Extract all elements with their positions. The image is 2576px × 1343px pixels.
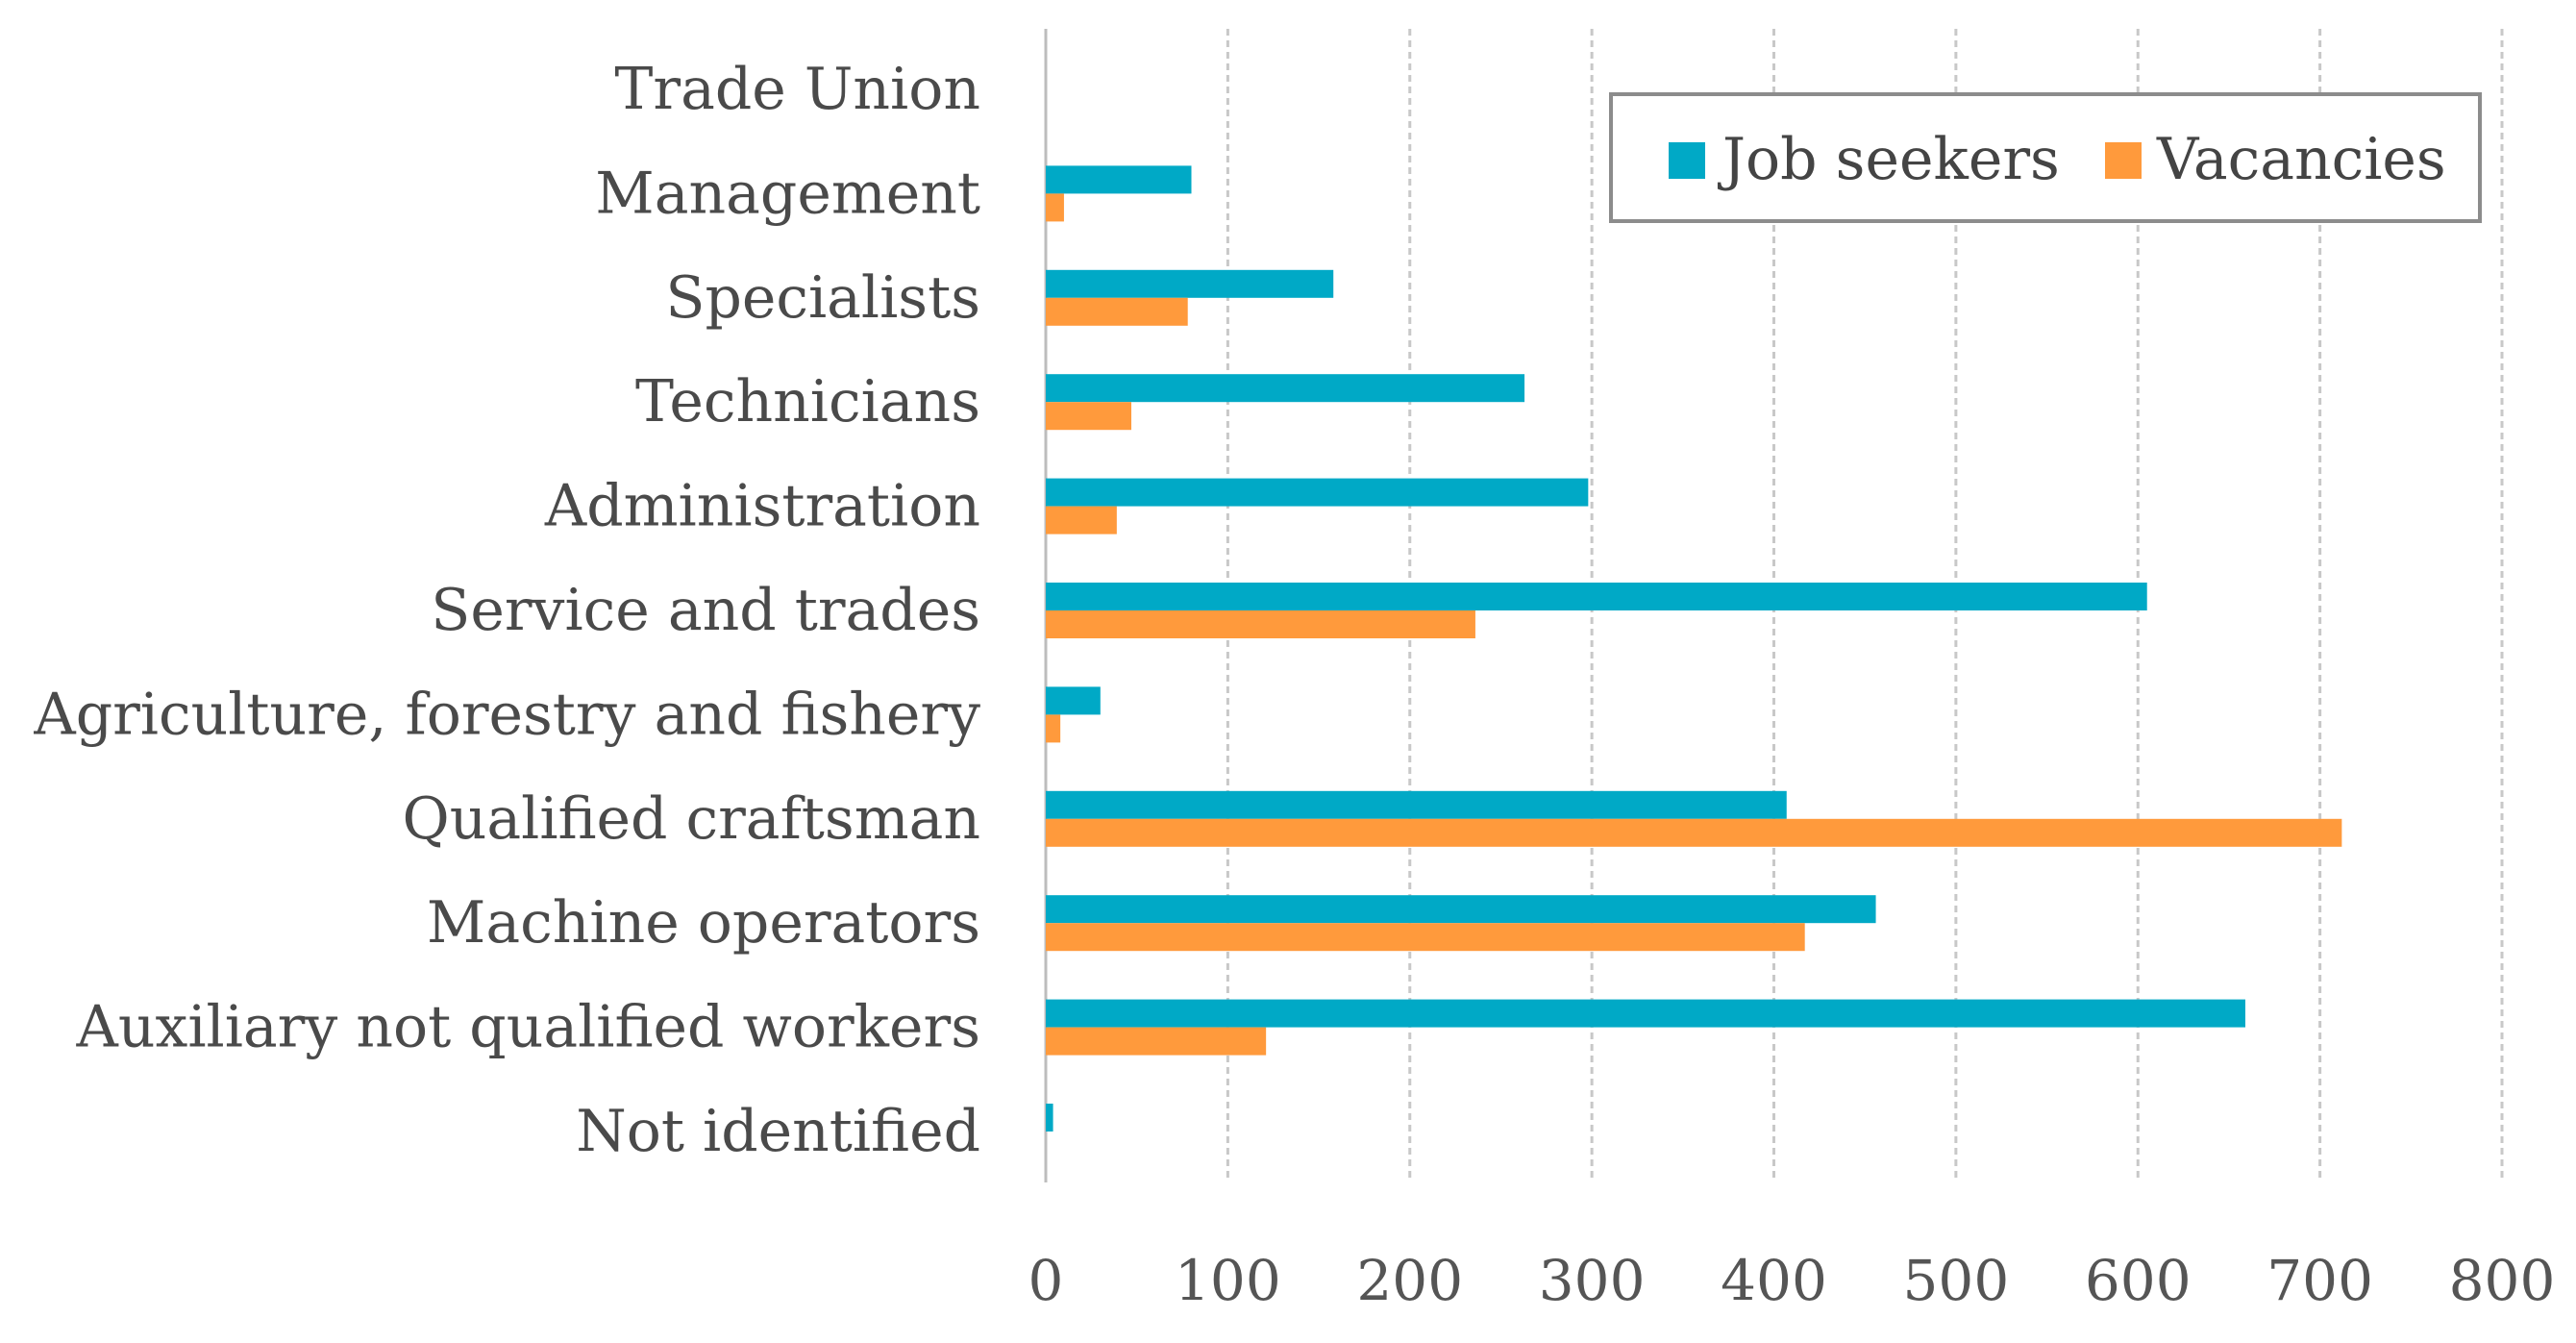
bar-job-seekers-service-and-trades: [1046, 583, 2147, 610]
category-label-management: Management: [595, 160, 980, 227]
legend-swatch-job-seekers: [1669, 142, 1705, 179]
legend-swatch-vacancies: [2105, 142, 2142, 179]
category-label-not-identified: Not identified: [576, 1098, 980, 1165]
category-label-machine-operators: Machine operators: [427, 889, 980, 957]
x-tick-labels: 0 100 200 300 400 500 600 700 800: [1028, 1248, 2556, 1313]
category-label-administration: Administration: [544, 473, 980, 540]
bar-job-seekers-management: [1046, 165, 1192, 194]
bar-job-seekers-agriculture-forestry-and-fishery: [1046, 686, 1101, 715]
bar-vacancies-technicians: [1046, 402, 1132, 431]
legend: Job seekers Vacancies: [1609, 92, 2482, 223]
bar-vacancies-machine-operators: [1046, 923, 1805, 952]
x-tick-label-600: 600: [2085, 1248, 2192, 1313]
category-label-technicians: Technicians: [635, 368, 980, 435]
category-label-auxiliary-not-qualified-workers: Auxiliary not qualified workers: [76, 994, 980, 1061]
bar-vacancies-management: [1046, 193, 1064, 222]
bar-vacancies-qualified-craftsman: [1046, 818, 2342, 847]
category-labels: Trade Union Management Specialists Technici…: [33, 56, 980, 1165]
bar-job-seekers-technicians: [1046, 374, 1525, 403]
bar-vacancies-auxiliary-not-qualified-workers: [1046, 1027, 1267, 1056]
bar-job-seekers-specialists: [1046, 269, 1334, 298]
legend-box: [1609, 92, 2482, 223]
category-label-agriculture-forestry-and-fishery: Agriculture, forestry and fishery: [33, 681, 980, 748]
x-tick-label-400: 400: [1721, 1248, 1827, 1313]
x-tick-label-300: 300: [1539, 1248, 1646, 1313]
bar-job-seekers-administration: [1046, 478, 1589, 507]
bar-vacancies-specialists: [1046, 297, 1188, 326]
bar-job-seekers-machine-operators: [1046, 895, 1876, 924]
bar-vacancies-administration: [1046, 506, 1117, 535]
x-tick-label-500: 500: [1903, 1248, 2010, 1313]
category-label-qualified-craftsman: Qualified craftsman: [403, 785, 980, 853]
x-tick-label-800: 800: [2449, 1248, 2556, 1313]
x-tick-label-0: 0: [1028, 1248, 1064, 1313]
category-label-specialists: Specialists: [665, 264, 980, 332]
bar-job-seekers-qualified-craftsman: [1046, 790, 1787, 819]
category-label-service-and-trades: Service and trades: [431, 577, 980, 644]
legend-label-vacancies: Vacancies: [2156, 126, 2446, 193]
bar-layer: [1046, 165, 2342, 1132]
bar-vacancies-service-and-trades: [1046, 610, 1475, 638]
bar-job-seekers-auxiliary-not-qualified-workers: [1046, 999, 2245, 1028]
x-tick-label-200: 200: [1356, 1248, 1463, 1313]
x-tick-label-700: 700: [2266, 1248, 2373, 1313]
legend-label-job-seekers: Job seekers: [1717, 126, 2060, 193]
category-label-trade-union: Trade Union: [614, 56, 980, 123]
bar-vacancies-agriculture-forestry-and-fishery: [1046, 714, 1061, 743]
x-tick-label-100: 100: [1175, 1248, 1281, 1313]
bar-job-seekers-not-identified: [1046, 1104, 1053, 1132]
